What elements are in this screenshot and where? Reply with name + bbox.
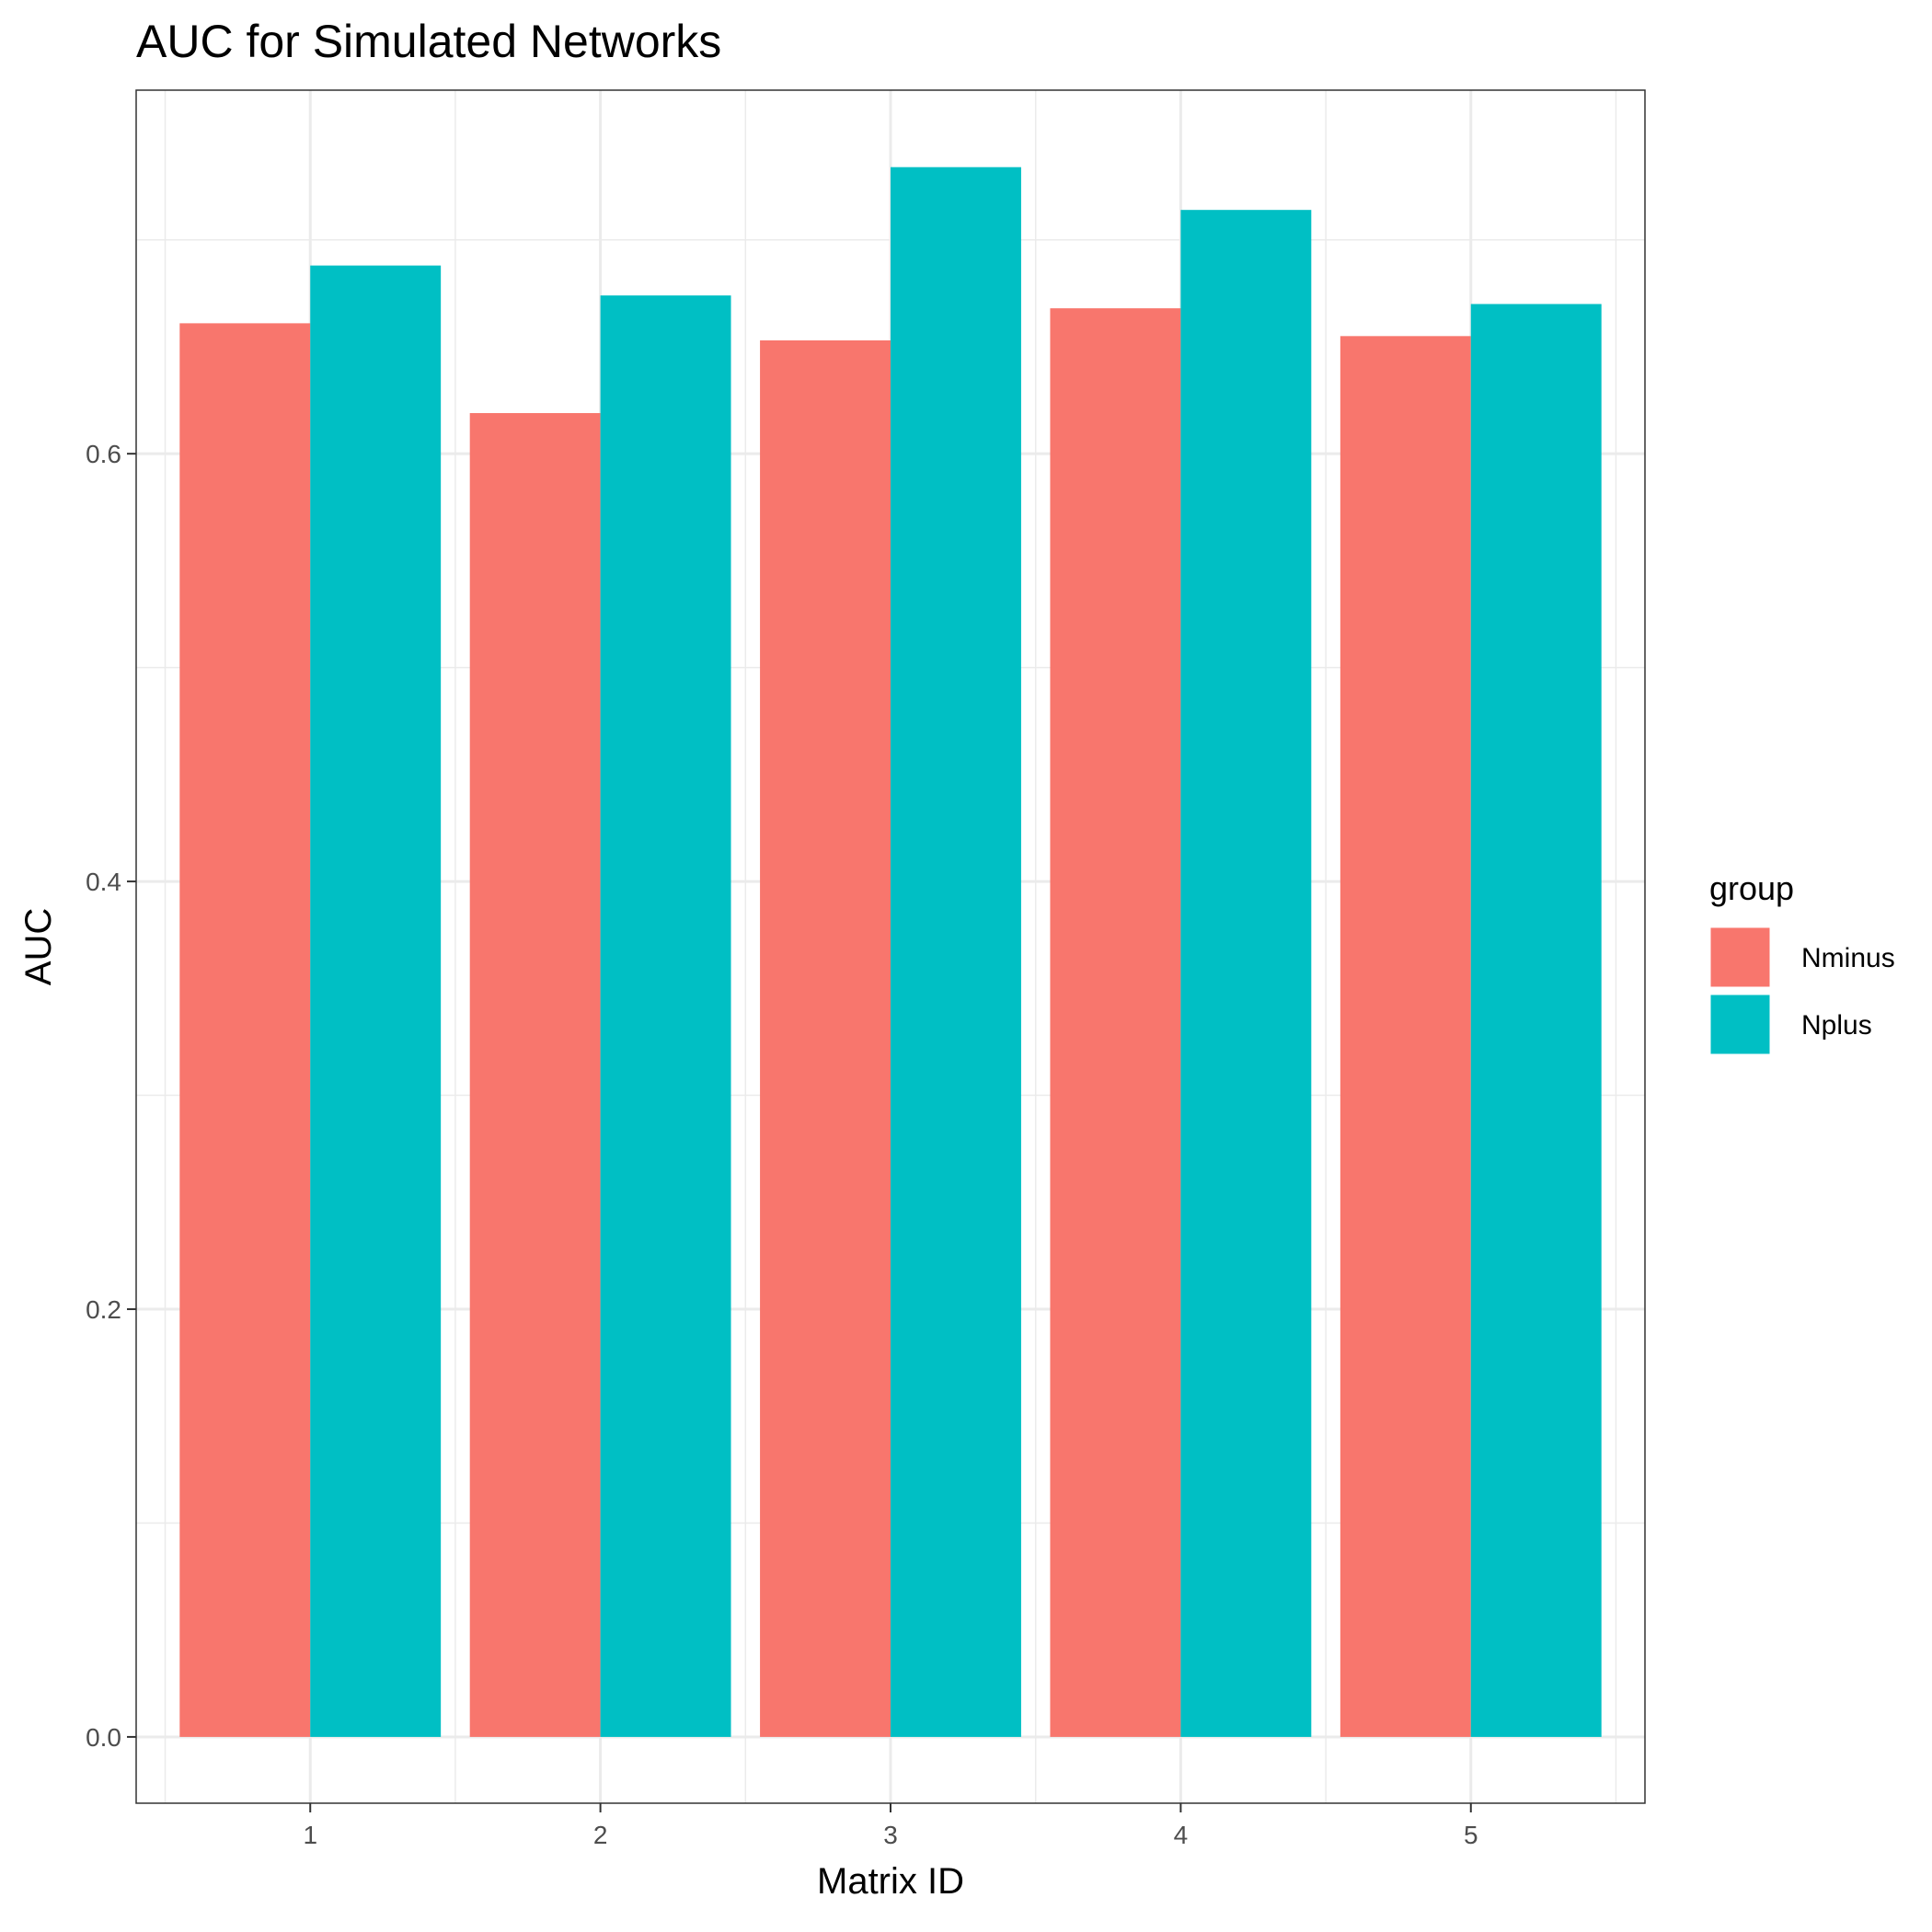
x-tick-label: 1 xyxy=(303,1821,317,1849)
bar-nplus-1 xyxy=(310,265,442,1737)
legend: group Nminus Nplus xyxy=(1708,869,1895,1057)
x-axis-title: Matrix ID xyxy=(817,1861,964,1902)
y-tick-label: 0.4 xyxy=(86,868,121,896)
legend-title: group xyxy=(1709,869,1794,907)
bar-nminus-5 xyxy=(1340,336,1471,1737)
x-tick-label: 4 xyxy=(1174,1821,1189,1849)
bar-nminus-2 xyxy=(469,413,601,1737)
chart-title: AUC for Simulated Networks xyxy=(136,16,721,67)
bar-nplus-2 xyxy=(600,295,731,1737)
bar-nminus-1 xyxy=(179,323,311,1737)
x-axis: 1 2 3 4 5 xyxy=(303,1803,1478,1849)
x-tick-label: 2 xyxy=(593,1821,608,1849)
legend-key-nminus xyxy=(1708,925,1773,990)
bar-nminus-3 xyxy=(760,339,891,1737)
y-tick-label: 0.6 xyxy=(86,440,121,468)
y-tick-label: 0.0 xyxy=(86,1723,121,1752)
bars xyxy=(179,167,1602,1737)
legend-label-nplus: Nplus xyxy=(1801,1010,1872,1041)
x-tick-label: 5 xyxy=(1464,1821,1478,1849)
bar-nminus-4 xyxy=(1050,308,1181,1737)
legend-key-nplus xyxy=(1708,992,1773,1057)
y-axis: 0.0 0.2 0.4 0.6 xyxy=(86,440,136,1752)
x-tick-label: 3 xyxy=(883,1821,898,1849)
bar-nplus-3 xyxy=(891,167,1021,1737)
y-axis-title: AUC xyxy=(18,908,59,985)
y-tick-label: 0.2 xyxy=(86,1295,121,1324)
bar-nplus-4 xyxy=(1180,210,1312,1737)
bar-nplus-5 xyxy=(1470,304,1602,1737)
legend-label-nminus: Nminus xyxy=(1801,943,1895,973)
